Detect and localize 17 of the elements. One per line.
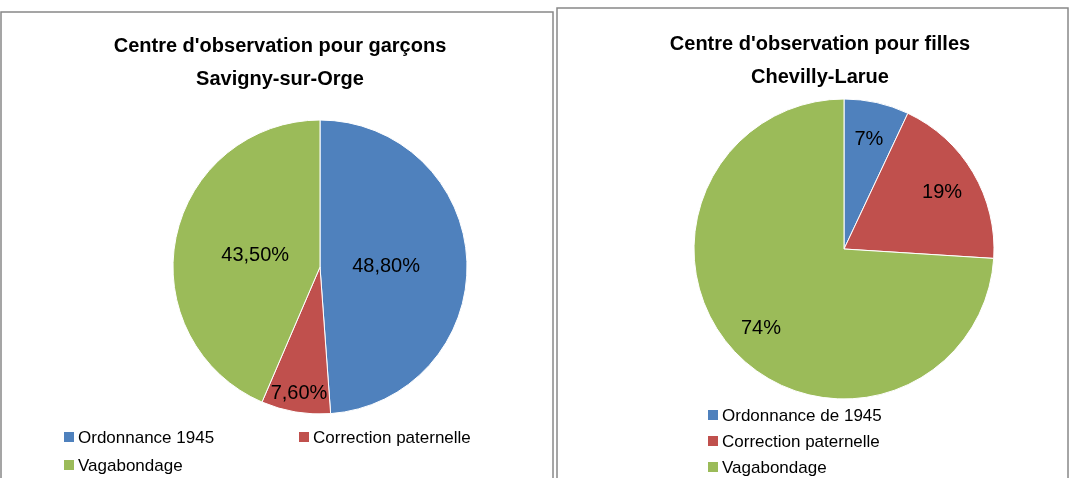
data-label: 19%: [922, 179, 963, 202]
chart-subtitle: Chevilly-Larue: [751, 65, 889, 87]
chart-subtitle: Savigny-sur-Orge: [196, 67, 364, 89]
data-label: 48,80%: [352, 253, 421, 276]
legend-label: Correction paternelle: [313, 427, 471, 447]
legend-label: Ordonnance de 1945: [722, 405, 882, 425]
legend-label: Vagabondage: [722, 457, 827, 477]
data-label: 7,60%: [270, 380, 328, 403]
data-label: 74%: [740, 316, 782, 339]
legend-label: Ordonnance 1945: [78, 427, 215, 447]
pie-slice: [693, 98, 995, 400]
data-label: 43,50%: [221, 242, 290, 265]
chart-title: Centre d'observation pour filles: [669, 32, 971, 54]
legend-label: Correction paternelle: [722, 431, 880, 451]
chart-title: Centre d'observation pour garçons: [113, 34, 447, 56]
data-label: 7%: [854, 126, 884, 149]
legend-label: Vagabondage: [78, 455, 183, 475]
